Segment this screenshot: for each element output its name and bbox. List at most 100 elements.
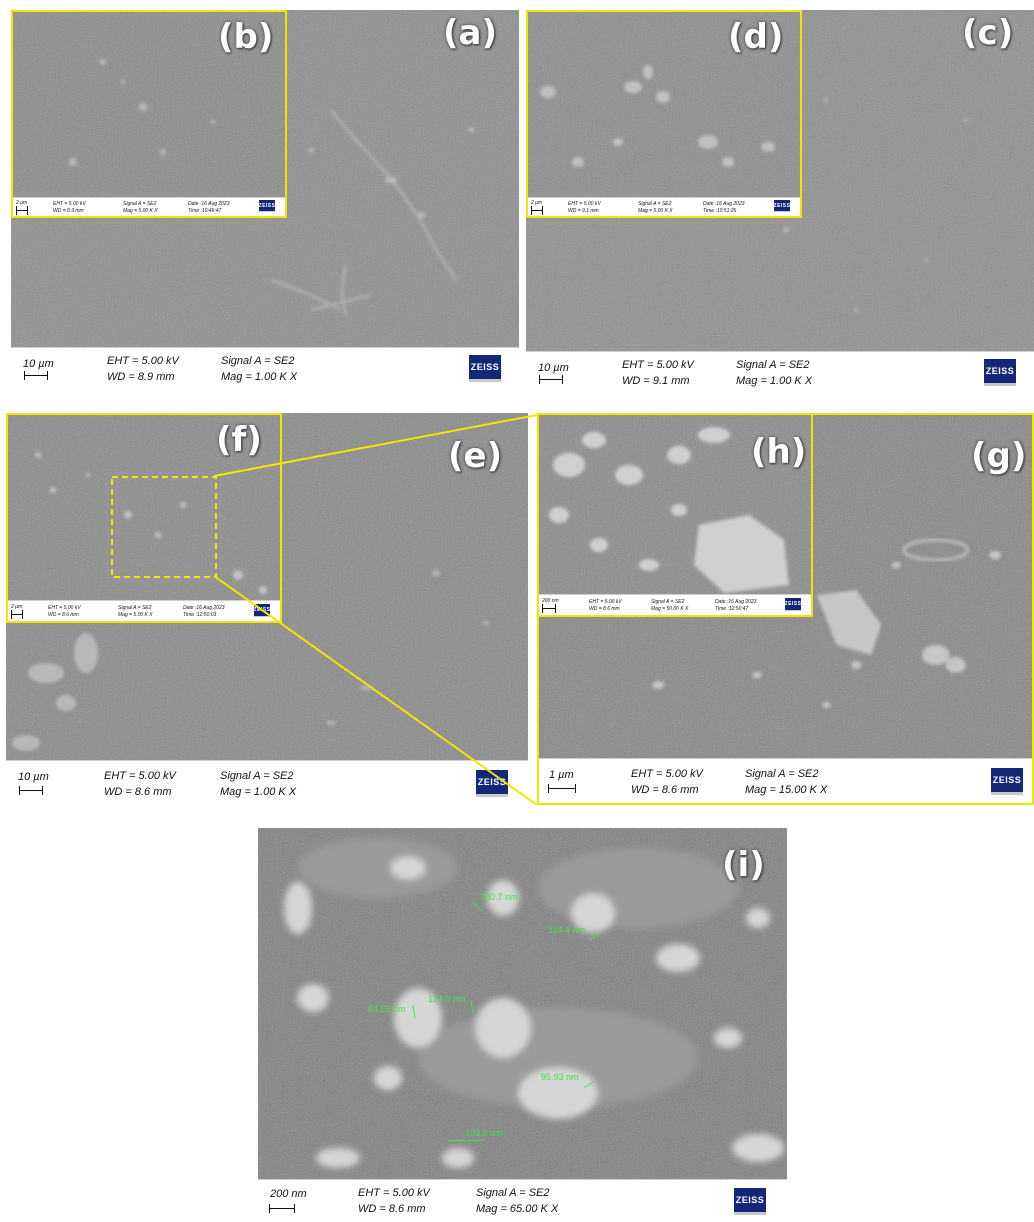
measure-line-6	[448, 1140, 484, 1141]
eht-a: EHT = 5.00 kV	[107, 355, 179, 367]
scale-bar-d	[531, 206, 543, 215]
panel-i: 100.7 nm 114.4 nm 84.55 nm 124.0 nm 95.9…	[258, 828, 787, 1222]
mag-g: Mag = 15.00 K X	[745, 784, 828, 796]
measure-label-1: 100.7 nm	[480, 892, 518, 902]
eht-c: EHT = 5.00 kV	[622, 359, 694, 371]
panel-a: 10 µm EHT = 5.00 kV WD = 8.9 mm Signal A…	[11, 10, 519, 388]
micrograph-f	[8, 415, 280, 601]
info-bar-h: 200 nm EHT = 5.00 kV WD = 8.6 mm Signal …	[539, 594, 811, 615]
zeiss-logo-e: ZEISS	[476, 770, 508, 797]
date-h: Date :16 Aug 2023	[715, 599, 757, 605]
panel-c: 10 µm EHT = 5.00 kV WD = 9.1 mm Signal A…	[526, 10, 1034, 392]
measure-label-5: 95.93 nm	[541, 1072, 579, 1082]
signal-b: Signal A = SE2	[123, 201, 157, 207]
signal-c: Signal A = SE2	[736, 359, 810, 371]
wd-g: WD = 8.6 mm	[631, 784, 699, 796]
wd-i: WD = 8.6 mm	[358, 1203, 426, 1215]
signal-i: Signal A = SE2	[476, 1187, 550, 1199]
date-f: Date :16 Aug 2023	[183, 605, 225, 611]
mag-h: Mag = 50.00 K X	[651, 606, 689, 612]
time-h: Time :12:50:47	[715, 606, 749, 612]
panel-e: 10 µm EHT = 5.00 kV WD = 8.6 mm Signal A…	[6, 413, 528, 805]
zeiss-logo-h: ZEISS	[785, 598, 801, 611]
zeiss-logo-g: ZEISS	[991, 768, 1023, 795]
label-f: (f)	[216, 420, 262, 460]
zeiss-logo-b: ZEISS	[259, 200, 275, 212]
date-b: Date :16 Aug 2023	[188, 201, 230, 207]
scale-label-b: 2 µm	[16, 200, 28, 206]
eht-f: EHT = 5.00 kV	[48, 605, 81, 611]
zeiss-logo-d: ZEISS	[774, 200, 790, 212]
wd-d: WD = 9.1 mm	[568, 208, 599, 214]
scale-bar-e	[19, 786, 43, 795]
scale-label-f: 2 µm	[11, 604, 23, 610]
zeiss-logo-f: ZEISS	[254, 604, 270, 617]
eht-h: EHT = 5.00 kV	[589, 599, 622, 605]
wd-c: WD = 9.1 mm	[622, 375, 690, 387]
zeiss-logo-i: ZEISS	[734, 1188, 766, 1215]
scale-bar-i	[269, 1204, 295, 1213]
measure-label-6: 103.9 nm	[465, 1128, 503, 1138]
info-bar-i: 200 nm EHT = 5.00 kV WD = 8.6 mm Signal …	[258, 1179, 787, 1222]
inset-d: 2 µm EHT = 5.00 kV WD = 9.1 mm Signal A …	[526, 10, 802, 218]
mag-b: Mag = 5.00 K X	[123, 208, 158, 214]
info-bar-a: 10 µm EHT = 5.00 kV WD = 8.9 mm Signal A…	[11, 347, 519, 388]
info-bar-e: 10 µm EHT = 5.00 kV WD = 8.6 mm Signal A…	[6, 760, 528, 805]
scale-label-d: 2 µm	[531, 200, 543, 206]
micrograph-d	[528, 12, 800, 198]
mag-c: Mag = 1.00 K X	[736, 375, 813, 387]
time-f: Time :12:50:03	[183, 612, 217, 618]
info-bar-g: 1 µm EHT = 5.00 kV WD = 8.6 mm Signal A …	[539, 758, 1032, 803]
label-b: (b)	[218, 17, 274, 57]
panel-g: 1 µm EHT = 5.00 kV WD = 8.6 mm Signal A …	[537, 413, 1034, 805]
scale-bar-c	[539, 375, 563, 384]
mag-e: Mag = 1.00 K X	[220, 786, 297, 798]
micrograph-h	[539, 415, 811, 595]
wd-a: WD = 8.9 mm	[107, 371, 175, 383]
label-a: (a)	[443, 13, 498, 53]
measure-label-4: 124.0 nm	[428, 994, 466, 1004]
scale-label-h: 200 nm	[542, 598, 559, 604]
info-bar-d: 2 µm EHT = 5.00 kV WD = 9.1 mm Signal A …	[528, 197, 800, 216]
eht-b: EHT = 5.00 kV	[53, 201, 86, 207]
info-bar-b: 2 µm EHT = 5.00 kV WD = 8.9 mm Signal A …	[13, 197, 285, 216]
scale-label-i: 200 nm	[270, 1188, 307, 1200]
signal-d: Signal A = SE2	[638, 201, 672, 207]
scale-label-g: 1 µm	[549, 769, 574, 781]
date-d: Date :16 Aug 2023	[703, 201, 745, 207]
signal-h: Signal A = SE2	[651, 599, 685, 605]
measure-label-3: 84.55 nm	[368, 1004, 406, 1014]
scale-bar-g	[548, 784, 576, 793]
scale-label-e: 10 µm	[18, 771, 49, 783]
eht-g: EHT = 5.00 kV	[631, 768, 703, 780]
scale-label-c: 10 µm	[538, 362, 569, 374]
info-bar-f: 2 µm EHT = 5.00 kV WD = 8.6 mm Signal A …	[8, 600, 280, 621]
label-c: (c)	[962, 13, 1014, 53]
label-i: (i)	[722, 845, 765, 885]
scale-bar-f	[11, 610, 23, 619]
mag-i: Mag = 65.00 K X	[476, 1203, 559, 1215]
mag-d: Mag = 5.00 K X	[638, 208, 673, 214]
inset-h: 200 nm EHT = 5.00 kV WD = 8.6 mm Signal …	[539, 415, 813, 617]
scale-bar-b	[16, 206, 28, 215]
scale-label-a: 10 µm	[23, 358, 54, 370]
micrograph-b	[13, 12, 285, 198]
mag-a: Mag = 1.00 K X	[221, 371, 298, 383]
eht-i: EHT = 5.00 kV	[358, 1187, 430, 1199]
time-d: Time :10:51:26	[703, 208, 737, 214]
mag-f: Mag = 5.00 K X	[118, 612, 153, 618]
label-d: (d)	[728, 17, 784, 57]
label-h: (h)	[751, 432, 807, 472]
measure-label-2: 114.4 nm	[548, 925, 585, 935]
zeiss-logo-c: ZEISS	[984, 359, 1016, 386]
scale-bar-h	[542, 604, 556, 613]
scale-bar-a	[24, 371, 48, 380]
wd-h: WD = 8.6 mm	[589, 606, 620, 612]
signal-a: Signal A = SE2	[221, 355, 295, 367]
signal-g: Signal A = SE2	[745, 768, 819, 780]
signal-f: Signal A = SE2	[118, 605, 152, 611]
label-g: (g)	[971, 436, 1027, 476]
inset-f: 2 µm EHT = 5.00 kV WD = 8.6 mm Signal A …	[6, 413, 282, 623]
time-b: Time :10:46:47	[188, 208, 222, 214]
zeiss-logo-a: ZEISS	[469, 355, 501, 382]
